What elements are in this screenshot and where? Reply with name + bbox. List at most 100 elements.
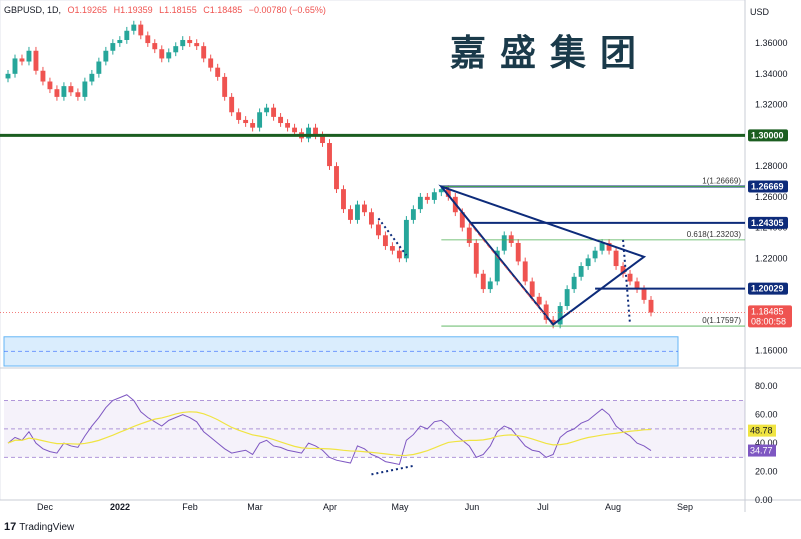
time-tick-label: Feb — [182, 502, 198, 512]
price-level-tag — [748, 282, 788, 295]
time-tick-label: 2022 — [110, 502, 130, 512]
candle-body — [424, 196, 430, 200]
open-value: O1.19265 — [67, 5, 108, 15]
rsi-tick-label: 0.00 — [755, 495, 773, 505]
candle-body — [438, 189, 444, 193]
candle-body — [529, 281, 535, 297]
time-tick-label: Jun — [465, 502, 480, 512]
rsi-ma-value-tag — [748, 424, 776, 437]
candle-body — [285, 123, 291, 128]
tradingview-logo-icon: 17 — [4, 521, 17, 533]
candle-body — [194, 43, 200, 47]
candle-body — [264, 107, 270, 113]
candle-body — [417, 196, 423, 210]
candle-body — [375, 224, 381, 236]
candle-body — [355, 204, 360, 220]
change-value: −0.00780 (−0.65%) — [248, 5, 326, 15]
triangle-pattern — [438, 184, 647, 326]
candle-body — [292, 127, 298, 133]
last-price-tag — [748, 305, 792, 328]
candle-body — [180, 39, 186, 47]
candle-body — [368, 212, 374, 225]
candle-body — [515, 242, 521, 262]
candle-body — [215, 67, 221, 77]
price-level-tag — [748, 180, 788, 193]
candle-body — [571, 276, 577, 290]
candle-body — [634, 281, 640, 290]
price-tick-label: 1.34000 — [755, 69, 788, 79]
price-tick-label: 1.22000 — [755, 253, 788, 263]
rsi-ma-line — [7, 411, 652, 457]
candle-body — [222, 76, 228, 97]
candle-body — [522, 261, 528, 282]
time-tick-label: Apr — [323, 502, 337, 512]
candle-body — [278, 116, 284, 124]
candle-body — [82, 81, 88, 97]
candle-body — [606, 242, 612, 251]
candle-body — [313, 127, 318, 136]
candle-body — [236, 112, 242, 120]
candle-body — [138, 24, 144, 36]
rsi-line — [7, 394, 652, 466]
candle-body — [61, 86, 67, 97]
candle-body — [271, 107, 277, 117]
candle-body — [641, 289, 647, 300]
low-value: L1.18155 — [159, 5, 197, 15]
candle-body — [362, 204, 367, 213]
candle-body — [564, 289, 570, 307]
candle-body — [12, 58, 18, 74]
candle-body — [54, 89, 60, 97]
price-level-label: 1.20029 — [751, 284, 784, 294]
candle-body — [648, 299, 654, 313]
candle-body — [599, 242, 605, 251]
candle-body — [613, 250, 619, 267]
currency-label: USD — [750, 7, 770, 17]
time-tick-label: Aug — [605, 502, 621, 512]
candle-body — [68, 86, 74, 93]
price-level-tag — [748, 216, 788, 229]
rsi-ma-value: 48.78 — [750, 426, 773, 436]
candle-body — [19, 58, 25, 62]
time-tick-label: Jul — [537, 502, 549, 512]
candle-body — [550, 319, 556, 325]
candle-body — [410, 209, 416, 220]
candle-body — [5, 73, 11, 79]
candle-body — [208, 58, 214, 68]
rsi-tick-label: 40.00 — [755, 438, 778, 448]
candle-body — [33, 50, 39, 71]
candle-body — [166, 52, 172, 59]
candle-body — [173, 46, 179, 53]
time-tick-label: Sep — [677, 502, 693, 512]
dotted-trend-aug — [622, 239, 632, 325]
candle-body — [341, 189, 346, 210]
rsi-band-fill — [4, 400, 745, 458]
candle-body — [627, 273, 633, 282]
price-tick-label: 1.26000 — [755, 192, 788, 202]
close-value: C1.18485 — [203, 5, 243, 15]
candle-body — [382, 235, 388, 247]
fib-label: 0(1.17597) — [702, 316, 741, 325]
candle-body — [396, 250, 402, 259]
rsi-value: 34.77 — [750, 446, 773, 456]
rsi-value-tag — [748, 444, 776, 457]
symbol-label: GBPUSD, 1D, — [4, 5, 62, 15]
rsi-tick-label: 60.00 — [755, 410, 778, 420]
candle-body — [487, 281, 493, 290]
time-tick-label: Mar — [247, 502, 263, 512]
countdown-label: 08:00:58 — [751, 316, 786, 326]
candle-body — [250, 123, 256, 128]
candle-body — [592, 250, 598, 259]
brand-watermark: 嘉盛集团 — [450, 33, 651, 74]
candle-body — [75, 92, 81, 97]
candle-body — [306, 127, 311, 139]
candle-body — [89, 73, 95, 82]
tradingview-footer[interactable]: 17 TradingView — [4, 521, 74, 533]
candle-body — [334, 166, 339, 190]
price-tick-label: 1.32000 — [755, 100, 788, 110]
candle-body — [494, 250, 500, 282]
candle-body — [152, 43, 158, 50]
price-level-label: 1.24305 — [751, 218, 784, 228]
candle-body — [508, 235, 514, 243]
candle-body — [117, 39, 123, 44]
